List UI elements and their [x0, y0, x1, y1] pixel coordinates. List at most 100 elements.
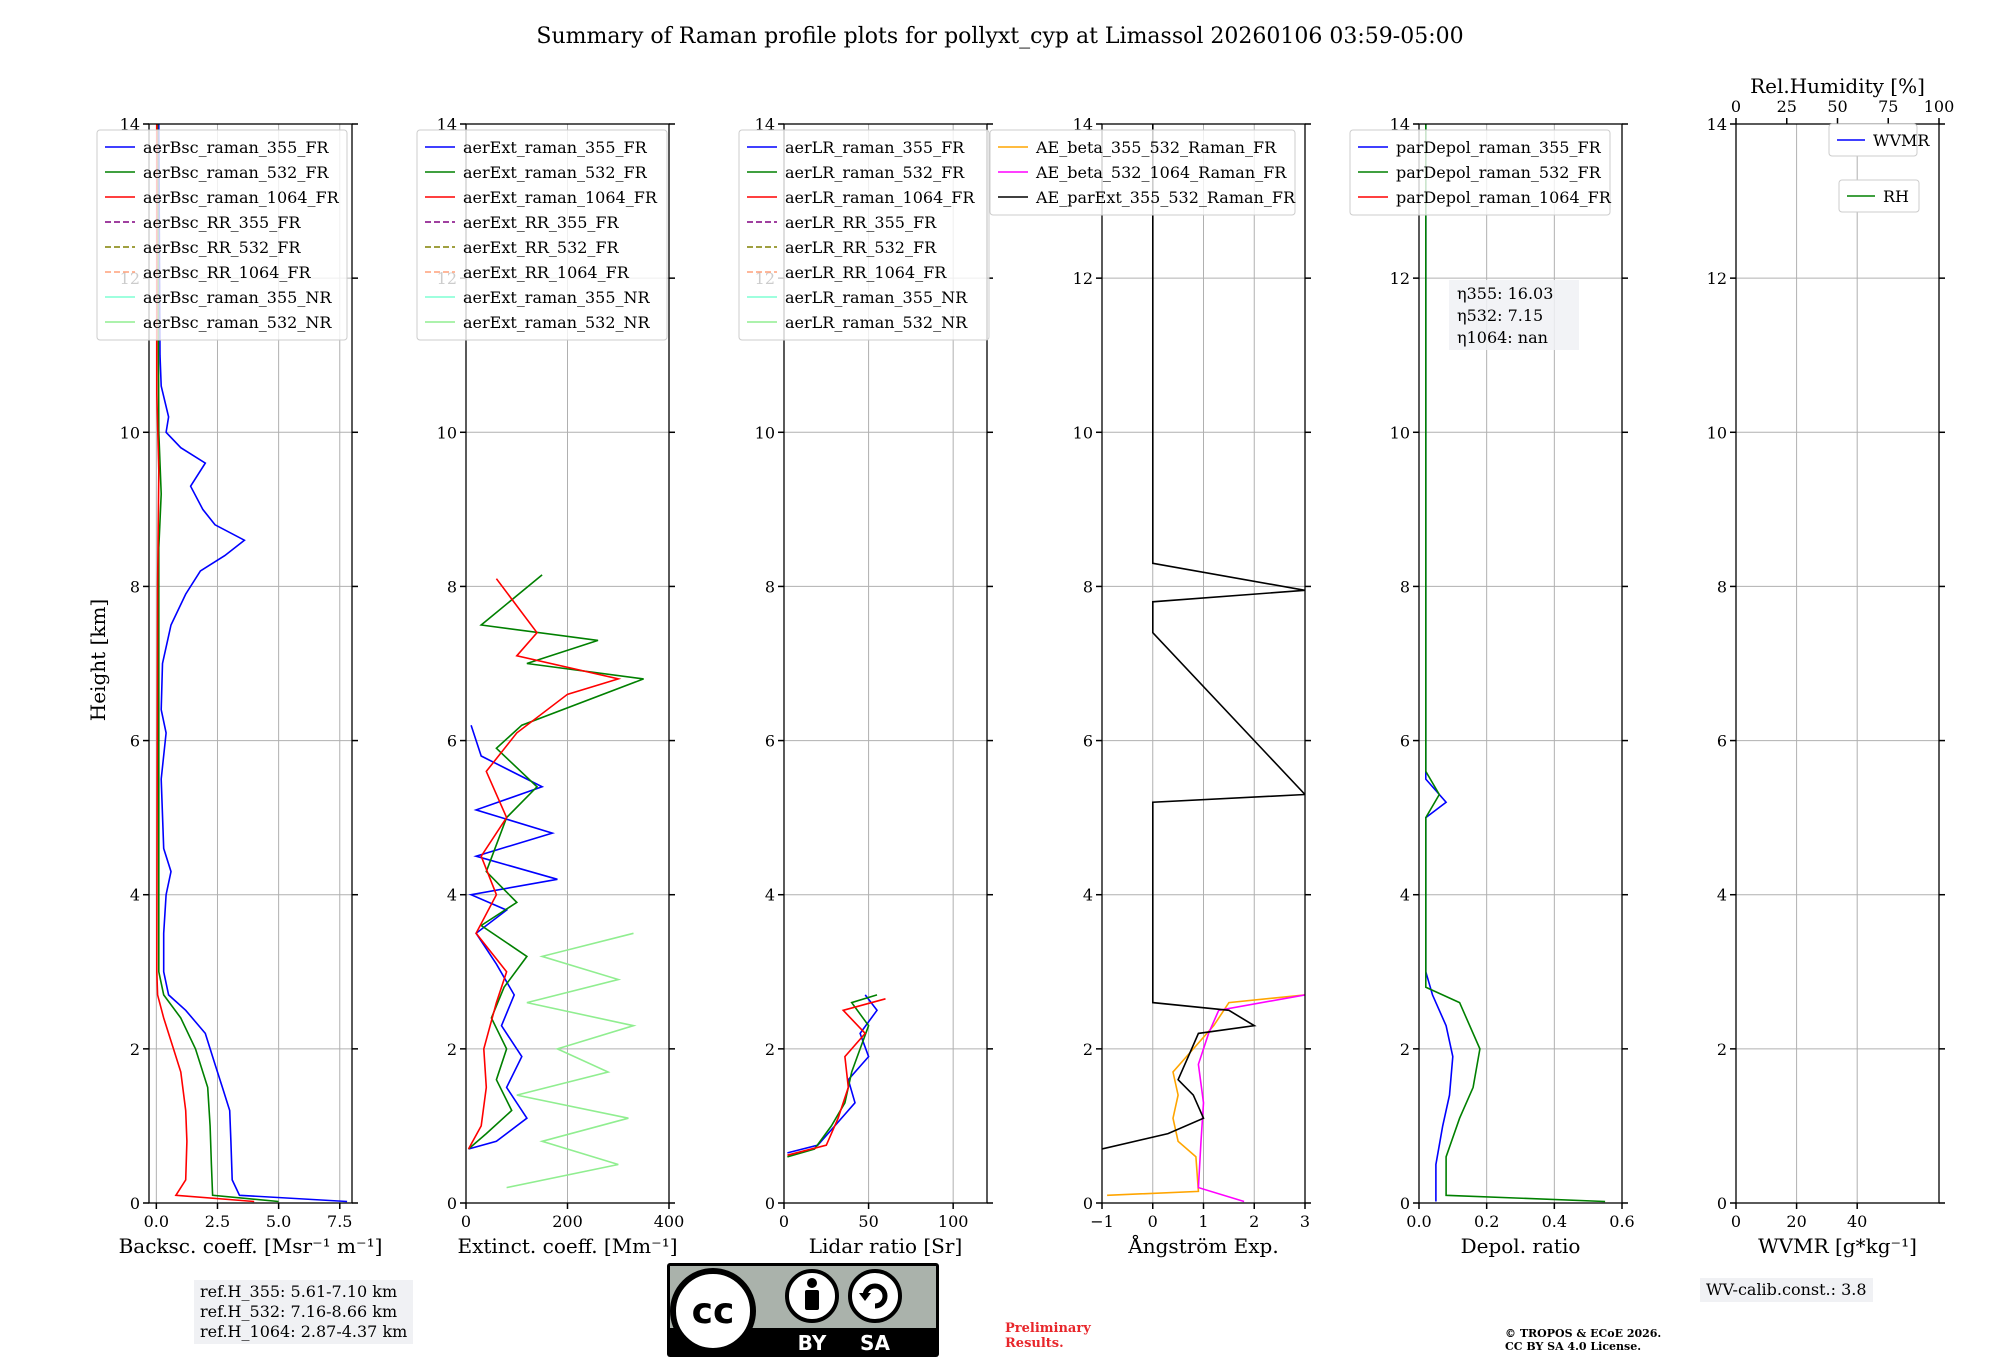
legend-label-ext-7: aerExt_raman_532_NR: [463, 313, 651, 332]
xtick-label-depol-3: 0.6: [1609, 1212, 1634, 1231]
legend-ext: aerExt_raman_355_FR aerExt_raman_532_FRae…: [416, 129, 668, 341]
eta-annotation-2: η1064: nan: [1457, 328, 1548, 347]
ytick-label-wvmr-2: 4: [1717, 886, 1727, 905]
legend-box-depol: [1349, 129, 1611, 216]
cc-by-sa-badge: cc BY SA: [667, 1263, 939, 1357]
legend-label-wvmr-0: WVMR: [1873, 131, 1930, 150]
series-AE_parExt_355_532_Raman_FR: [1102, 124, 1305, 1150]
ytick-label-bsc-0: 0: [130, 1194, 140, 1213]
xtick-label-depol-0: 0.0: [1406, 1212, 1431, 1231]
chart-title: Summary of Raman profile plots for polly…: [536, 24, 1463, 49]
xlabel-bsc: Backsc. coeff. [Msr⁻¹ m⁻¹]: [119, 1234, 383, 1258]
ytick-label-bsc-4: 8: [130, 577, 140, 596]
wv-calib-box: WV-calib.const.: 3.8: [1700, 1278, 1873, 1302]
ytick-label-ext-0: 0: [447, 1194, 457, 1213]
series-AE_beta_532_1064_Raman_FR: [1197, 994, 1305, 1203]
legend-label-lr-2: aerLR_raman_1064_FR: [785, 188, 975, 207]
copyright-line-1: © TROPOS & ECoE 2026.: [1505, 1327, 1662, 1340]
legend-label-bsc-4: aerBsc_RR_532_FR: [143, 238, 301, 257]
legend-box-wvmr-1: [1838, 179, 1920, 213]
legend-label-ext-6: aerExt_raman_355_NR: [463, 288, 651, 307]
legend-label-ae-0: AE_beta_355_532_Raman_FR: [1035, 138, 1277, 157]
xtick-label-ae-1: 0: [1148, 1212, 1158, 1231]
ytick-label-depol-4: 8: [1400, 577, 1410, 596]
panel-ext: 024681012140200400Extinct. coeff. [Mm⁻¹]…: [416, 115, 685, 1258]
xtick-label-wvmr-2: 40: [1847, 1212, 1867, 1231]
ytick-label-lr-0: 0: [765, 1194, 775, 1213]
series-parDepol_raman_355_FR: [1425, 124, 1454, 1202]
series-aerExt_raman_532_NR: [506, 932, 637, 1189]
legend-label-bsc-3: aerBsc_RR_355_FR: [143, 213, 301, 232]
eta-annotation-1: η532: 7.15: [1457, 306, 1543, 325]
ytick-label-wvmr-1: 2: [1717, 1040, 1727, 1059]
legend-label-lr-3: aerLR_RR_355_FR: [785, 213, 937, 232]
ytick-label-depol-1: 2: [1400, 1040, 1410, 1059]
xtick-label-ae-4: 3: [1300, 1212, 1310, 1231]
top-xtick-label-1: 25: [1777, 97, 1797, 116]
ytick-label-ae-1: 2: [1083, 1040, 1093, 1059]
preliminary-line-1: Preliminary: [1005, 1321, 1091, 1336]
legend-label-bsc-7: aerBsc_raman_532_NR: [143, 313, 332, 332]
legend-box-ae: [989, 129, 1296, 216]
legend-label-ext-3: aerExt_RR_355_FR: [463, 213, 620, 232]
ytick-label-ext-3: 6: [447, 732, 457, 751]
ytick-label-bsc-1: 2: [130, 1040, 140, 1059]
legend-box-ext: [416, 129, 668, 341]
ytick-label-wvmr-6: 12: [1707, 269, 1727, 288]
legend-label-bsc-5: aerBsc_RR_1064_FR: [143, 263, 312, 282]
xtick-label-bsc-0: 0.0: [144, 1212, 169, 1231]
copyright-note: © TROPOS & ECoE 2026. CC BY SA 4.0 Licen…: [1505, 1327, 1661, 1353]
wv-calib-text: WV-calib.const.: 3.8: [1706, 1280, 1867, 1299]
cc-sa-label: SA: [860, 1331, 890, 1355]
legend-depol: parDepol_raman_355_FR parDepol_raman_532_…: [1349, 129, 1612, 216]
ytick-label-lr-4: 8: [765, 577, 775, 596]
xtick-label-ae-0: −1: [1090, 1212, 1114, 1231]
eta-annotation-0: η355: 16.03: [1457, 284, 1553, 303]
copyright-line-2: CC BY SA 4.0 License.: [1505, 1340, 1642, 1353]
panel-lr: 02468101214050100Lidar ratio [Sr]aerLR_r…: [738, 115, 993, 1258]
series-aerExt_raman_355_FR: [468, 724, 558, 1150]
panel-depol: 0 2 4 6 8 10 12 14 0.0 0.2 0.4 0.6 Depol. ratio η355:…: [1349, 115, 1635, 1258]
legend-label-bsc-6: aerBsc_raman_355_NR: [143, 288, 332, 307]
ytick-label-wvmr-4: 8: [1717, 577, 1727, 596]
xtick-label-bsc-1: 2.5: [205, 1212, 230, 1231]
refh-355: ref.H_355: 5.61-7.10 km: [200, 1282, 398, 1301]
ytick-label-lr-3: 6: [765, 732, 775, 751]
reference-height-box: ref.H_355: 5.61-7.10 km ref.H_532: 7.16-…: [194, 1280, 414, 1344]
top-xtick-label-4: 100: [1924, 97, 1955, 116]
ytick-label-depol-3: 6: [1400, 732, 1410, 751]
xtick-label-ext-1: 200: [552, 1212, 583, 1231]
ytick-label-wvmr-0: 0: [1717, 1194, 1727, 1213]
ytick-label-ae-7: 14: [1073, 115, 1093, 134]
legend-label-ae-1: AE_beta_532_1064_Raman_FR: [1035, 163, 1287, 182]
top-xtick-label-2: 50: [1827, 97, 1847, 116]
legend-label-lr-4: aerLR_RR_532_FR: [785, 238, 937, 257]
xtick-label-wvmr-1: 20: [1786, 1212, 1806, 1231]
xlabel-wvmr: WVMR [g*kg⁻¹]: [1758, 1234, 1917, 1258]
legend-label-bsc-1: aerBsc_raman_532_FR: [143, 163, 329, 182]
axes-frame-bsc: [148, 123, 353, 1204]
preliminary-results-note: Preliminary Results.: [1005, 1321, 1091, 1351]
legend-box-lr: [738, 129, 990, 341]
xtick-label-depol-1: 0.2: [1474, 1212, 1499, 1231]
xlabel-ext: Extinct. coeff. [Mm⁻¹]: [457, 1234, 677, 1258]
legend-label-ae-2: AE_parExt_355_532_Raman_FR: [1035, 188, 1296, 207]
xtick-label-ext-2: 400: [654, 1212, 685, 1231]
cc-logo-text: cc: [692, 1291, 735, 1332]
xlabel-lr: Lidar ratio [Sr]: [809, 1234, 963, 1258]
ytick-label-ae-5: 10: [1073, 423, 1093, 442]
refh-532: ref.H_532: 7.16-8.66 km: [200, 1302, 398, 1321]
ytick-label-depol-6: 12: [1390, 269, 1410, 288]
legend-label-depol-1: parDepol_raman_532_FR: [1396, 163, 1602, 182]
legend-label-lr-0: aerLR_raman_355_FR: [785, 138, 965, 157]
axes-frame-lr: [783, 123, 988, 1204]
legend-label-ext-4: aerExt_RR_532_FR: [463, 238, 620, 257]
series-aerBsc_raman_355_FR: [158, 124, 348, 1203]
xtick-label-lr-2: 100: [938, 1212, 969, 1231]
ytick-label-ae-4: 8: [1083, 577, 1093, 596]
xtick-label-depol-2: 0.4: [1542, 1212, 1567, 1231]
axes-frame-wvmr: [1735, 123, 1940, 1204]
refh-1064: ref.H_1064: 2.87-4.37 km: [200, 1322, 408, 1341]
